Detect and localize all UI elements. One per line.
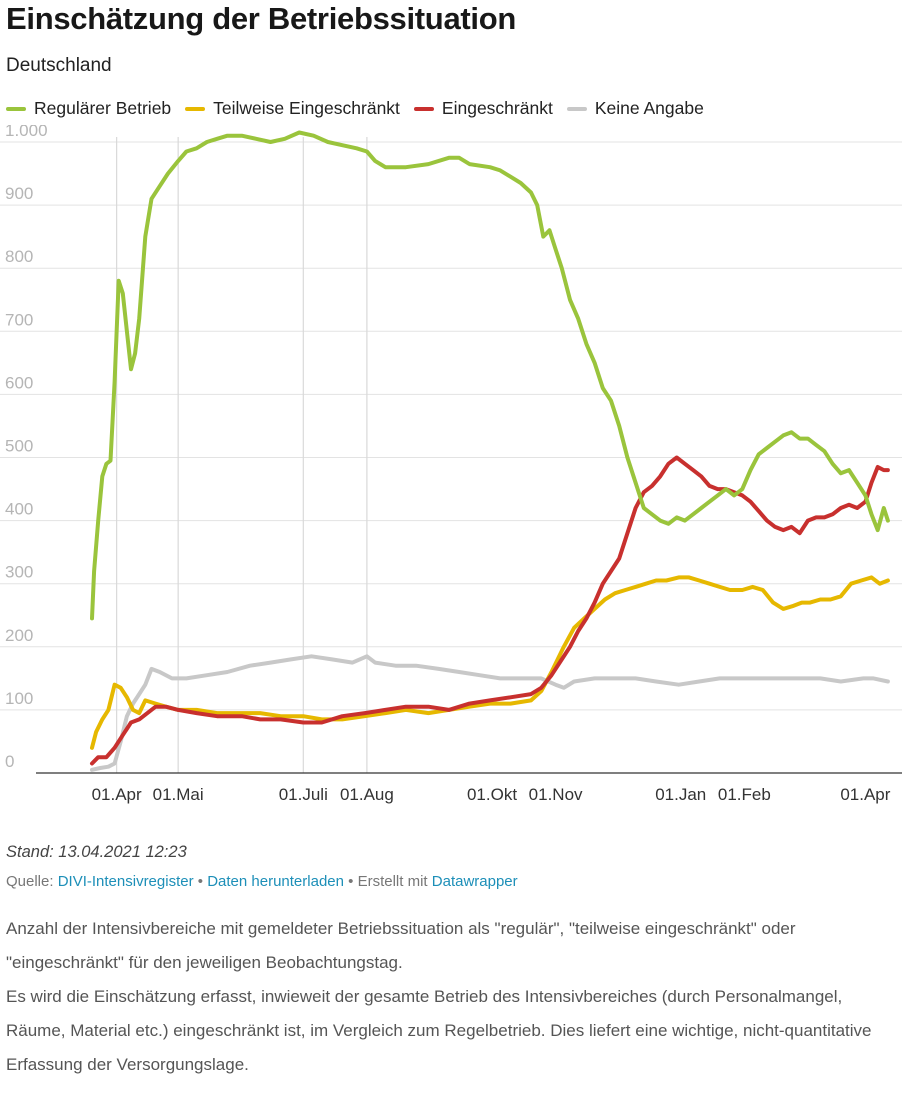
description-paragraph: Es wird die Einschätzung erfasst, inwiew… <box>6 987 872 1074</box>
x-tick-label: 01.Feb <box>718 785 771 804</box>
legend-swatch-partial <box>185 106 206 111</box>
x-tick-label: 01.Aug <box>340 785 394 804</box>
x-tick-label: 01.Okt <box>467 785 517 804</box>
series-line-teilweise-eingeschränkt <box>90 575 890 750</box>
source-link[interactable]: DIVI-Intensivregister <box>57 873 194 890</box>
legend-item-regular[interactable]: Regulärer Betrieb <box>6 98 171 119</box>
y-tick-label: 500 <box>5 437 33 456</box>
y-tick-label: 600 <box>5 373 33 392</box>
legend-label-partial: Teilweise Eingeschränkt <box>213 98 400 118</box>
legend-label-restricted: Eingeschränkt <box>441 98 553 118</box>
legend-swatch-restricted <box>413 106 434 111</box>
series-group <box>90 130 890 772</box>
legend-item-no-data[interactable]: Keine Angabe <box>566 98 704 119</box>
download-data-link[interactable]: Daten herunterladen <box>207 873 344 890</box>
chart-title: Einschätzung der Betriebssituation <box>6 1 516 36</box>
x-tick-label: 01.Mai <box>153 785 204 804</box>
legend-swatch-regular <box>6 106 26 111</box>
legend-item-partial[interactable]: Teilweise Eingeschränkt <box>185 98 400 119</box>
x-tick-label: 01.Nov <box>529 785 583 804</box>
chart-description: Anzahl der Intensivbereiche mit gemeldet… <box>6 912 906 1082</box>
series-line-keine-angabe <box>90 654 890 772</box>
x-tick-label: 01.Jan <box>655 785 706 804</box>
month-marker-lines <box>116 137 368 773</box>
timestamp: Stand: 13.04.2021 12:23 <box>6 843 187 861</box>
description-paragraph: Anzahl der Intensivbereiche mit gemeldet… <box>6 919 796 972</box>
y-tick-label: 0 <box>5 752 14 771</box>
y-tick-label: 300 <box>5 563 33 582</box>
separator: • <box>348 873 354 890</box>
created-prefix: Erstellt mit <box>357 873 428 890</box>
y-tick-label: 200 <box>5 626 33 645</box>
x-tick-label: 01.Juli <box>279 785 328 804</box>
series-line-eingeschränkt <box>90 455 890 766</box>
series-line-regulärer-betrieb <box>90 130 890 621</box>
y-tick-label: 400 <box>5 500 33 519</box>
legend-label-no-data: Keine Angabe <box>594 98 704 118</box>
x-tick-label: 01.Apr <box>92 785 142 804</box>
chart-subtitle: Deutschland <box>6 55 112 76</box>
datawrapper-link[interactable]: Datawrapper <box>431 873 518 890</box>
legend: Regulärer Betrieb Teilweise Eingeschränk… <box>6 98 718 119</box>
legend-swatch-no-data <box>566 106 587 111</box>
gridlines <box>0 141 902 711</box>
x-axis-labels: 01.Apr 01.Mai 01.Juli 01.Aug 01.Okt 01.Nov 01.… <box>92 785 891 804</box>
y-tick-label: 100 <box>5 689 33 708</box>
source-line: Quelle: DIVI-Intensivregister • Daten he… <box>6 873 518 890</box>
source-prefix: Quelle: <box>6 873 54 890</box>
legend-item-restricted[interactable]: Eingeschränkt <box>413 98 553 119</box>
line-chart: 0 100 200 300 400 500 600 700 800 900 1.000 01.Apr… <box>0 125 902 804</box>
y-tick-label: 700 <box>5 310 33 329</box>
x-tick-label: 01.Apr <box>840 785 890 804</box>
y-axis-labels: 0 100 200 300 400 500 600 700 800 900 1.000 <box>5 125 48 771</box>
y-tick-label: 800 <box>5 247 33 266</box>
y-tick-label: 900 <box>5 184 33 203</box>
legend-label-regular: Regulärer Betrieb <box>34 98 172 118</box>
separator: • <box>197 873 204 890</box>
y-tick-label: 1.000 <box>5 125 48 140</box>
